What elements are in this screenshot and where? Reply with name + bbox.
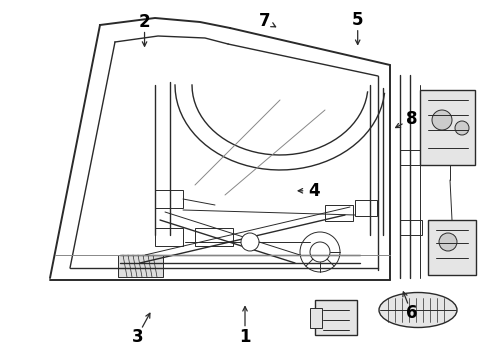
FancyBboxPatch shape	[118, 255, 163, 277]
FancyBboxPatch shape	[325, 205, 353, 221]
Circle shape	[455, 121, 469, 135]
FancyBboxPatch shape	[155, 190, 183, 208]
FancyBboxPatch shape	[400, 150, 422, 165]
Text: 6: 6	[406, 304, 417, 322]
FancyBboxPatch shape	[420, 90, 475, 165]
Circle shape	[300, 232, 340, 272]
Circle shape	[432, 110, 452, 130]
Circle shape	[241, 233, 259, 251]
FancyBboxPatch shape	[195, 228, 233, 246]
FancyBboxPatch shape	[315, 300, 357, 335]
Text: 5: 5	[352, 11, 364, 29]
FancyBboxPatch shape	[355, 200, 377, 216]
Text: 1: 1	[239, 328, 251, 346]
Text: 8: 8	[406, 110, 417, 128]
Text: 3: 3	[131, 328, 143, 346]
FancyBboxPatch shape	[310, 308, 322, 328]
Text: 2: 2	[139, 13, 150, 31]
Ellipse shape	[379, 292, 457, 328]
Text: 4: 4	[308, 182, 319, 200]
FancyBboxPatch shape	[428, 220, 476, 275]
Circle shape	[439, 233, 457, 251]
FancyBboxPatch shape	[400, 220, 422, 235]
Circle shape	[310, 242, 330, 262]
Text: 7: 7	[259, 12, 270, 30]
FancyBboxPatch shape	[155, 228, 183, 246]
